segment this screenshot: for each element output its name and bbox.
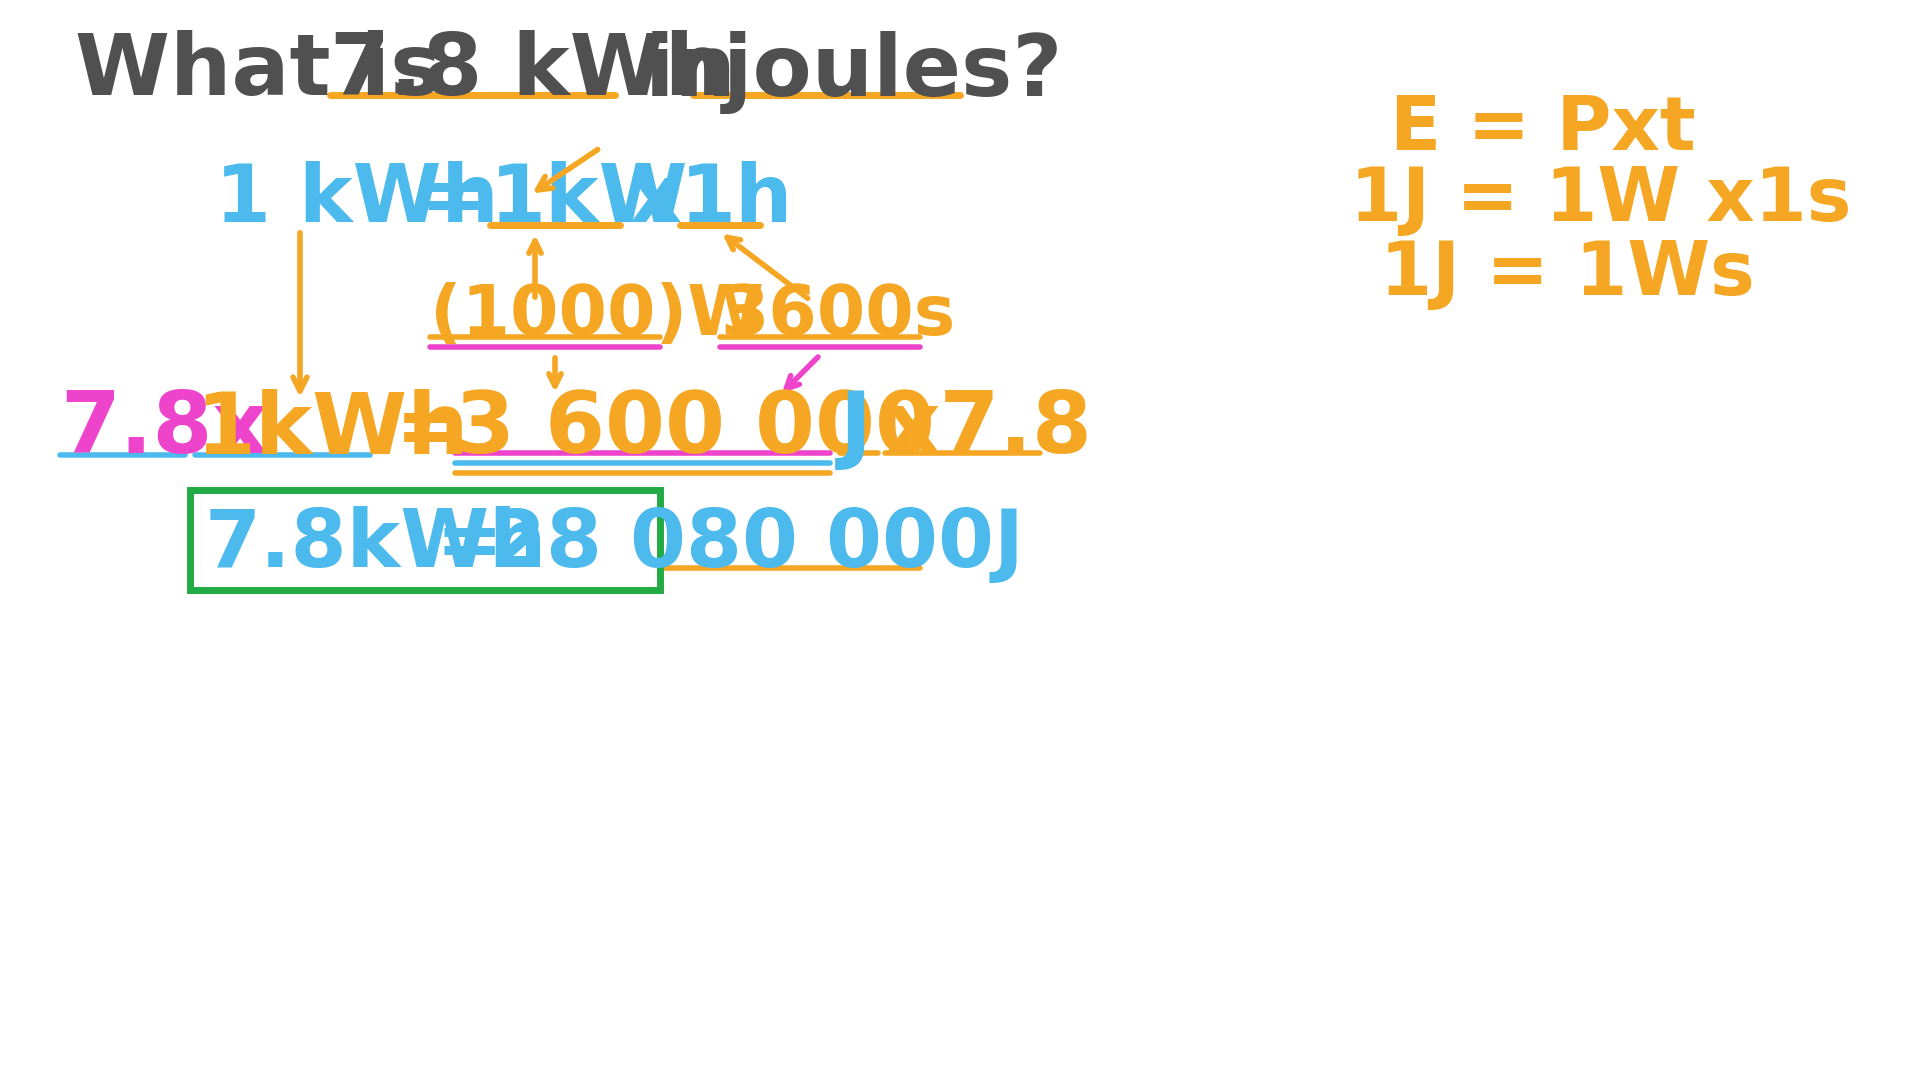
Text: x7.8: x7.8 <box>885 389 1092 472</box>
Text: =: = <box>436 507 503 584</box>
Text: =: = <box>396 389 467 472</box>
Bar <box>190 490 660 590</box>
Text: E = Pxt: E = Pxt <box>1390 94 1695 166</box>
Text: 1kWh: 1kWh <box>196 389 468 472</box>
Text: 3 600 000: 3 600 000 <box>455 389 935 472</box>
Text: joules?: joules? <box>693 30 1062 113</box>
Text: 7.8x: 7.8x <box>60 389 269 472</box>
Text: =: = <box>420 161 488 239</box>
Text: 3600s: 3600s <box>720 282 954 349</box>
Text: 7.8kWh: 7.8kWh <box>205 507 547 584</box>
Text: in: in <box>614 30 735 113</box>
Text: x: x <box>630 161 682 239</box>
Text: What is: What is <box>75 30 472 113</box>
Text: 1J = 1Ws: 1J = 1Ws <box>1380 239 1755 311</box>
Text: 1h: 1h <box>680 161 793 239</box>
Text: 7.8 kWh: 7.8 kWh <box>330 30 726 113</box>
Text: (1000)W: (1000)W <box>430 282 764 349</box>
Text: 1J = 1W x1s: 1J = 1W x1s <box>1350 163 1851 237</box>
Text: 28 080 000J: 28 080 000J <box>490 507 1023 584</box>
Text: 1kW: 1kW <box>490 161 689 239</box>
Text: J: J <box>841 389 872 472</box>
Text: 1 kWh: 1 kWh <box>215 161 499 239</box>
